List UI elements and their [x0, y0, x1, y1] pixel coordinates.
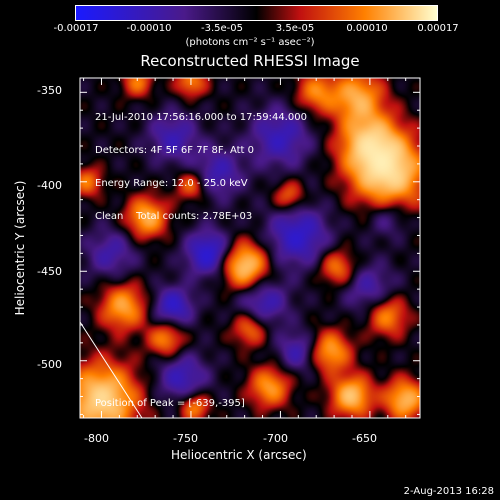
x-tick-label: -650	[352, 432, 377, 445]
plot-frame	[79, 77, 421, 419]
colorbar-tick: 3.5e-05	[275, 23, 315, 34]
heatmap-image	[80, 78, 420, 418]
x-tick-label: -750	[173, 432, 198, 445]
colorbar-tick: -0.00010	[126, 23, 172, 34]
x-tick-label: -800	[84, 432, 109, 445]
y-tick-label: -500	[37, 358, 62, 371]
colorbar-tick: -0.00017	[53, 23, 99, 34]
obs-info: 21-Jul-2010 17:56:16.000 to 17:59:44.000…	[95, 90, 307, 233]
obs-total-counts: Clean Total counts: 2.78E+03	[95, 211, 253, 222]
colorbar	[75, 5, 438, 21]
chart-title: Reconstructed RHESSI Image	[140, 52, 360, 70]
x-axis-label: Heliocentric X (arcsec)	[171, 448, 307, 462]
obs-energy-range: Energy Range: 12.0 - 25.0 keV	[95, 178, 248, 189]
y-tick-label: -400	[37, 179, 62, 192]
colorbar-tick: -3.5e-05	[201, 23, 243, 34]
obs-time-range: 21-Jul-2010 17:56:16.000 to 17:59:44.000	[95, 112, 307, 123]
colorbar-units: (photons cm⁻² s⁻¹ asec⁻²)	[185, 37, 315, 48]
x-tick-label: -700	[263, 432, 288, 445]
y-tick-label: -350	[37, 84, 62, 97]
colorbar-tick: 0.00017	[417, 23, 459, 34]
obs-detectors: Detectors: 4F 5F 6F 7F 8F, Att 0	[95, 145, 255, 156]
y-tick-label: -450	[37, 265, 62, 278]
colorbar-tick: 0.00010	[346, 23, 388, 34]
generation-timestamp: 2-Aug-2013 16:28	[403, 486, 494, 497]
peak-position: Position of Peak = [-639,-395]	[95, 398, 245, 409]
y-axis-label: Heliocentric Y (arcsec)	[13, 180, 27, 316]
solar-limb-line	[79, 321, 143, 419]
